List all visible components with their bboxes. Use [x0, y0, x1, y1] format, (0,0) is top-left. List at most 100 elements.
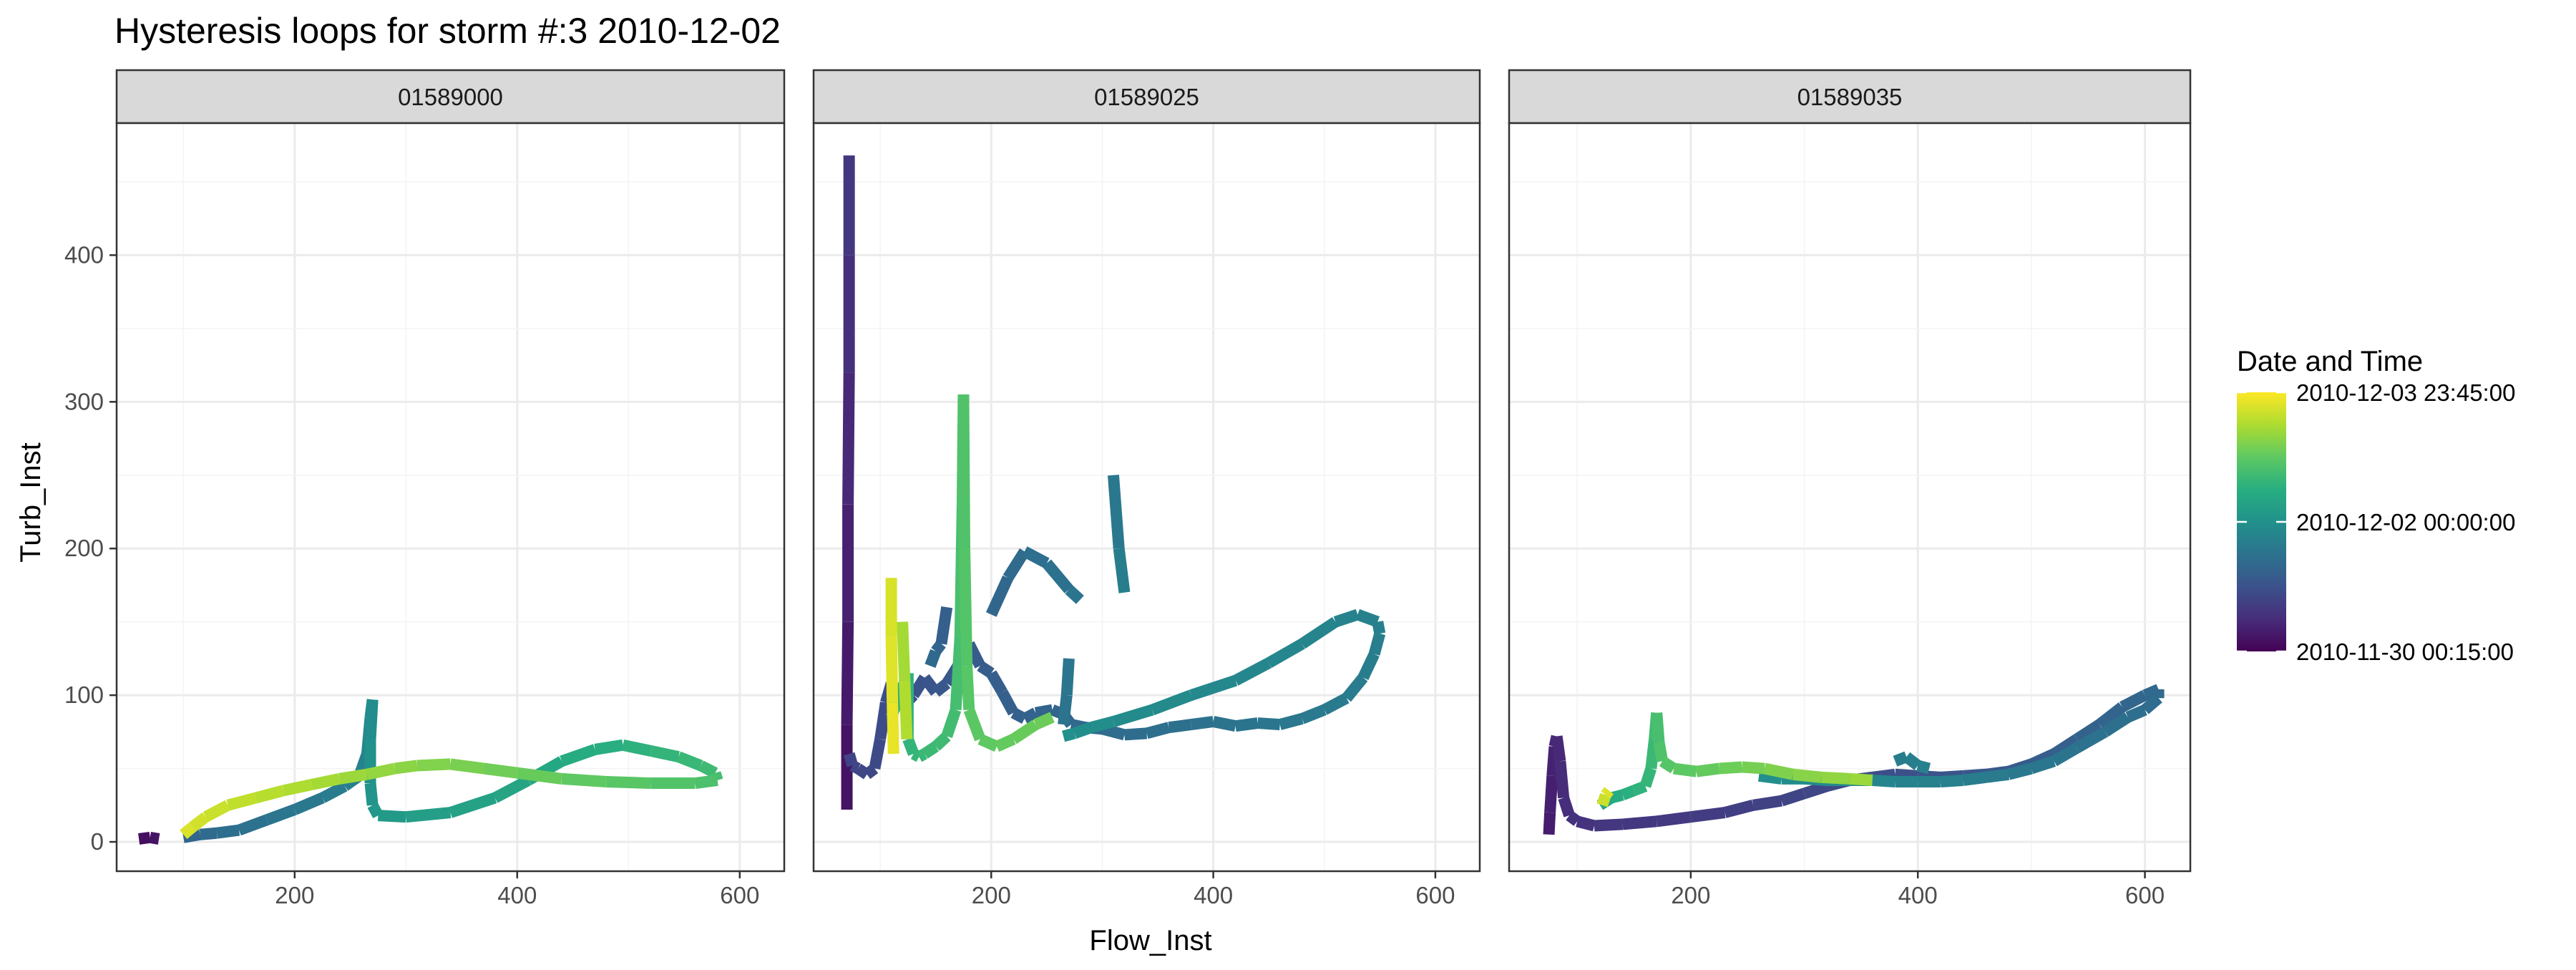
series-segment — [516, 767, 563, 785]
series-segment — [649, 745, 680, 763]
series-segment — [2096, 702, 2126, 729]
facet-strip — [1508, 69, 2192, 125]
legend-title: Date and Time — [2237, 346, 2423, 377]
panel-01589025: 01589025 200 400 600 — [812, 69, 1481, 908]
series-segment — [921, 742, 940, 759]
series-segment — [1322, 693, 1350, 715]
series-segment — [1558, 796, 1575, 818]
series-segment — [394, 760, 418, 775]
legend-break-label: 2010-11-30 00:15:00 — [2296, 639, 2514, 665]
series-segment — [935, 606, 953, 645]
x-tick-label: 200 — [275, 882, 314, 908]
series-segment — [977, 661, 995, 679]
series-segment — [1758, 770, 1782, 785]
series-segment — [1544, 775, 1558, 813]
series-segment — [310, 773, 341, 790]
y-axis-title: Turb_Inst — [15, 442, 47, 562]
series-segment — [1357, 651, 1380, 680]
series-segment — [1566, 810, 1581, 826]
series-segment — [1190, 716, 1214, 731]
series-segment — [1916, 760, 1931, 775]
facet-label: 01589000 — [398, 84, 503, 110]
series-segment — [1659, 756, 1677, 774]
series-segment — [1780, 787, 1806, 807]
x-axis-title: Flow_Inst — [1089, 925, 1211, 956]
series-segment — [1333, 608, 1360, 628]
series-segment — [849, 760, 861, 774]
series-segment — [492, 775, 532, 803]
series-segment — [698, 760, 718, 778]
series-segment — [292, 792, 325, 815]
series-segment — [1299, 616, 1339, 649]
x-tick-label: 600 — [1415, 882, 1455, 908]
y-tick-label: 200 — [64, 535, 104, 561]
series-segment — [1150, 689, 1194, 716]
series-segment — [378, 810, 406, 823]
series-segment — [843, 752, 859, 767]
x-tick-label: 400 — [1898, 882, 1938, 908]
series-segment — [961, 665, 975, 711]
series-segment — [1651, 712, 1665, 743]
series-segment — [226, 792, 258, 811]
series-segment — [1060, 658, 1075, 696]
series-paths — [138, 699, 723, 845]
series-segment — [1689, 807, 1726, 823]
series-segment — [842, 372, 855, 505]
series-segment — [215, 824, 240, 839]
series-segment — [1962, 771, 1987, 786]
series-segment — [1062, 727, 1076, 742]
series-segment — [963, 707, 986, 742]
series-segment — [237, 814, 269, 836]
series-segment — [897, 621, 911, 681]
series-segment — [561, 772, 607, 787]
series-segment — [997, 689, 1019, 716]
series-segment — [1065, 585, 1084, 604]
panel-background — [1509, 123, 2190, 871]
y-tick-label: 0 — [91, 828, 104, 855]
series-segment — [2141, 694, 2162, 714]
series-segment — [869, 738, 886, 770]
series-segment — [149, 831, 160, 845]
series-segment — [1594, 818, 1624, 832]
series-segment — [1620, 785, 1636, 800]
series-segment — [931, 640, 946, 655]
series-segment — [899, 680, 913, 739]
series-segment — [1022, 707, 1039, 724]
series-segment — [1763, 762, 1795, 780]
series-segment — [986, 670, 1008, 696]
gridlines — [117, 123, 784, 871]
series-segment — [1596, 792, 1611, 807]
series-segment — [2102, 712, 2132, 737]
x-tick-label: 200 — [1671, 882, 1710, 908]
series-segment — [2119, 690, 2148, 712]
series-segment — [1299, 704, 1327, 724]
series-segment — [1266, 639, 1305, 668]
series-segment — [621, 739, 653, 757]
series-segment — [1212, 716, 1237, 732]
series-segment — [1368, 631, 1386, 656]
y-tick-label: 300 — [64, 388, 104, 414]
panel-background — [117, 123, 784, 871]
series-segment — [694, 775, 718, 789]
series-segment — [1022, 546, 1050, 568]
series-segment — [977, 734, 1000, 752]
series-segment — [910, 749, 922, 762]
series-segment — [2029, 755, 2057, 775]
series-segment — [366, 762, 396, 780]
x-tick-label: 400 — [1194, 882, 1233, 908]
panels: 01589000 200 400 600 0 100 200 300 400 01589025 20… — [64, 69, 2192, 908]
series-segment — [1372, 621, 1386, 635]
series-segment — [1576, 815, 1596, 832]
chart-title: Hysteresis loops for storm #:3 2010-12-0… — [114, 11, 781, 51]
series-segment — [1653, 741, 1669, 762]
series-segment — [1631, 780, 1648, 796]
series-segment — [1609, 789, 1624, 804]
series-segment — [676, 751, 703, 771]
series-segment — [2051, 742, 2080, 767]
series-segment — [1058, 694, 1073, 726]
series-segment — [1010, 719, 1039, 745]
series-segment — [1355, 608, 1380, 628]
panel-border — [115, 122, 786, 873]
